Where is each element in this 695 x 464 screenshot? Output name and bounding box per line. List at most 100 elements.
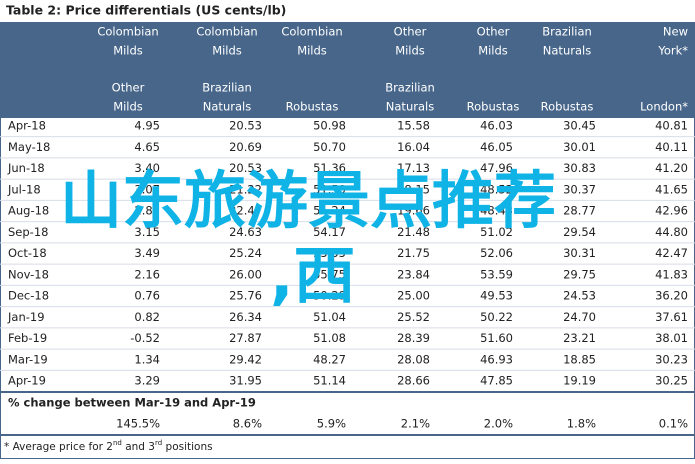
cell: 53.59 [480,267,513,281]
cell: 4.65 [134,140,160,154]
table-title: Table 2: Price differentials (US cents/l… [6,3,286,18]
column-header: Colombian [196,25,257,39]
column-header: Milds [478,44,508,58]
column-header: Robustas [286,100,339,114]
cell: 42.47 [655,246,688,260]
cell: 24.70 [563,310,596,324]
change-label: % change between Mar-19 and Apr-19 [8,396,256,410]
row-label: Nov-18 [8,267,49,281]
cell: 37.61 [655,310,688,324]
cell: 4.95 [134,119,160,133]
cell: 25.24 [229,246,262,260]
column-header: New [663,25,688,39]
column-header: Other [394,25,427,39]
column-header: Milds [395,44,425,58]
footnote-sup: nd [113,439,122,447]
cell: 24.53 [563,289,596,303]
row-label: Oct-18 [8,246,47,260]
cell: 51.36 [313,161,346,175]
change-cell: 0.1% [659,417,688,431]
cell: 3.15 [134,225,160,239]
cell: 20.53 [229,119,262,133]
change-cell: 145.5% [116,417,160,431]
column-header: Other [477,25,510,39]
cell: 0.82 [134,310,160,324]
cell: 21.75 [397,246,430,260]
row-label: Jun-18 [7,161,45,175]
cell: 21.48 [397,225,430,239]
column-header: Milds [113,44,143,58]
cell: 18.85 [563,352,596,366]
cell: 27.87 [229,331,262,345]
cell: 46.03 [480,119,513,133]
cell: 20.53 [229,161,262,175]
footnote: * Average price for 2nd and 3rd position… [4,439,213,453]
cell: 55.75 [313,267,346,281]
cell: 29.42 [229,352,262,366]
cell: 25.00 [397,289,430,303]
cell: 41.20 [655,161,688,175]
row-label: Mar-19 [8,352,48,366]
header-band [0,22,695,118]
cell: 48.27 [313,352,346,366]
cell: 51.04 [313,310,346,324]
column-header: Naturals [386,100,434,114]
column-header: Milds [212,44,242,58]
cell: 2.81 [134,204,160,218]
cell: 48.43 [480,204,513,218]
cell: 47.96 [480,161,513,175]
cell: 28.77 [563,204,596,218]
cell: 31.95 [229,374,262,388]
cell: 20.69 [229,140,262,154]
cell: 22.47 [229,204,262,218]
cell: 3.29 [134,374,160,388]
cell: 23.84 [397,267,430,281]
cell: 0.76 [134,289,160,303]
cell: 23.21 [563,331,596,345]
cell: 46.93 [480,352,513,366]
cell: 30.45 [563,119,596,133]
cell: 30.31 [563,246,596,260]
column-header: Brazilian [542,25,592,39]
cell: 51.60 [480,331,513,345]
cell: 40.11 [655,140,688,154]
row-label: Apr-19 [8,374,46,388]
cell: 38.01 [655,331,688,345]
footnote-part: positions [162,441,212,453]
footnote-part: and 3 [122,441,155,453]
row-label: Feb-19 [8,331,47,345]
change-cell: 1.8% [567,417,596,431]
change-cell: 2.0% [484,417,513,431]
watermark: 山东旅游景点推荐 [60,164,556,237]
column-header: Milds [113,100,143,114]
cell: 49.53 [480,289,513,303]
change-cell: 2.1% [401,417,430,431]
column-header: Brazilian [202,81,252,95]
cell: 16.04 [397,140,430,154]
column-header: York* [657,44,688,58]
row-label: Dec-18 [8,289,49,303]
cell: 52.06 [480,246,513,260]
cell: 41.65 [655,182,688,196]
column-header: Brazilian [385,81,435,95]
cell: 30.01 [563,140,596,154]
change-cell: 8.6% [233,417,262,431]
cell: 3.40 [134,161,160,175]
footnote-sup: rd [155,439,162,447]
cell: 25.52 [397,310,430,324]
cell: 42.96 [655,204,688,218]
cell: 2.16 [134,267,160,281]
column-header: Robustas [467,100,520,114]
column-header: Other [112,81,145,95]
cell: 1.34 [134,352,160,366]
column-header: Colombian [97,25,158,39]
column-header: Colombian [281,25,342,39]
cell: 55.55 [313,246,346,260]
change-cell: 5.9% [317,417,346,431]
cell: 50.70 [313,140,346,154]
cell: 50.22 [480,310,513,324]
cell: 30.23 [655,352,688,366]
cell: 3.49 [134,246,160,260]
cell: 30.25 [655,374,688,388]
